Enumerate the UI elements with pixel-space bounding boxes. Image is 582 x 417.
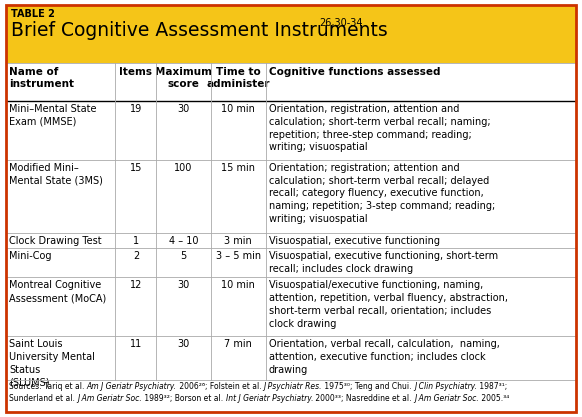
- Bar: [6, 277, 576, 336]
- Text: Brief Cognitive Assessment Instruments: Brief Cognitive Assessment Instruments: [11, 21, 388, 40]
- Text: Orientation, verbal recall, calculation,  naming,
attention, executive function;: Orientation, verbal recall, calculation,…: [269, 339, 500, 374]
- Text: J Psychiatr Res.: J Psychiatr Res.: [264, 382, 322, 391]
- Text: Saint Louis
University Mental
Status
(SLUMS): Saint Louis University Mental Status (SL…: [9, 339, 95, 387]
- Bar: [6, 248, 576, 277]
- Text: 2006²⁶; Folstein et al.: 2006²⁶; Folstein et al.: [177, 382, 264, 391]
- Text: J Clin Psychiatry.: J Clin Psychiatry.: [414, 382, 477, 391]
- Bar: [6, 63, 576, 101]
- Text: 15: 15: [130, 163, 142, 173]
- Text: Modified Mini–
Mental State (3MS): Modified Mini– Mental State (3MS): [9, 163, 103, 186]
- Text: Orientation; registration; attention and
calculation; short-term verbal recall; : Orientation; registration; attention and…: [269, 163, 495, 224]
- Text: Orientation, registration, attention and
calculation; short-term verbal recall; : Orientation, registration, attention and…: [269, 104, 491, 152]
- Text: 1987³¹;: 1987³¹;: [477, 382, 508, 391]
- Text: Mini–Mental State
Exam (MMSE): Mini–Mental State Exam (MMSE): [9, 104, 97, 127]
- Text: 10 min: 10 min: [221, 104, 255, 114]
- Text: Visuospatial/executive functioning, naming,
attention, repetition, verbal fluenc: Visuospatial/executive functioning, nami…: [269, 280, 508, 329]
- Text: Montreal Cognitive
Assessment (MoCA): Montreal Cognitive Assessment (MoCA): [9, 280, 107, 303]
- Text: Items: Items: [119, 67, 152, 77]
- Bar: [6, 336, 576, 380]
- Text: Name of
instrument: Name of instrument: [9, 67, 74, 89]
- Text: 3 – 5 min: 3 – 5 min: [216, 251, 261, 261]
- Text: Visuospatial, executive functioning, short-term
recall; includes clock drawing: Visuospatial, executive functioning, sho…: [269, 251, 498, 274]
- Text: 4 – 10: 4 – 10: [169, 236, 198, 246]
- Text: Sources: Tariq et al.: Sources: Tariq et al.: [9, 382, 87, 391]
- Text: 2000³³; Nasreddine et al.: 2000³³; Nasreddine et al.: [313, 394, 414, 403]
- Text: Cognitive functions assessed: Cognitive functions assessed: [269, 67, 441, 77]
- Text: Int J Geriatr Psychiatry.: Int J Geriatr Psychiatry.: [225, 394, 313, 403]
- Text: Visuospatial, executive functioning: Visuospatial, executive functioning: [269, 236, 440, 246]
- Text: Maximum
score: Maximum score: [155, 67, 212, 89]
- Text: 3 min: 3 min: [225, 236, 252, 246]
- Text: 1975³⁰; Teng and Chui.: 1975³⁰; Teng and Chui.: [322, 382, 414, 391]
- Bar: [6, 5, 576, 63]
- Text: TABLE 2: TABLE 2: [11, 9, 55, 19]
- Text: 30: 30: [178, 280, 190, 290]
- Text: 2005.³⁴: 2005.³⁴: [478, 394, 509, 403]
- Text: 1: 1: [133, 236, 139, 246]
- Text: 5: 5: [180, 251, 187, 261]
- Text: J Am Geriatr Soc.: J Am Geriatr Soc.: [77, 394, 142, 403]
- Bar: [6, 101, 576, 160]
- Text: 15 min: 15 min: [221, 163, 255, 173]
- Text: 1989³²; Borson et al.: 1989³²; Borson et al.: [142, 394, 225, 403]
- Text: Clock Drawing Test: Clock Drawing Test: [9, 236, 102, 246]
- Text: Time to
administer: Time to administer: [207, 67, 270, 89]
- Text: Mini-Cog: Mini-Cog: [9, 251, 51, 261]
- Text: 30: 30: [178, 104, 190, 114]
- Bar: [6, 160, 576, 233]
- Text: Sunderland et al.: Sunderland et al.: [9, 394, 77, 403]
- Text: J Am Geriatr Soc.: J Am Geriatr Soc.: [414, 394, 478, 403]
- Text: 12: 12: [130, 280, 142, 290]
- Text: 11: 11: [130, 339, 142, 349]
- Text: 100: 100: [175, 163, 193, 173]
- Text: 19: 19: [130, 104, 142, 114]
- Text: 26,30-34: 26,30-34: [319, 18, 363, 28]
- Text: 2: 2: [133, 251, 139, 261]
- Text: Am J Geriatr Psychiatry.: Am J Geriatr Psychiatry.: [87, 382, 177, 391]
- Bar: [6, 233, 576, 248]
- Text: 10 min: 10 min: [221, 280, 255, 290]
- Text: 30: 30: [178, 339, 190, 349]
- Text: 7 min: 7 min: [224, 339, 252, 349]
